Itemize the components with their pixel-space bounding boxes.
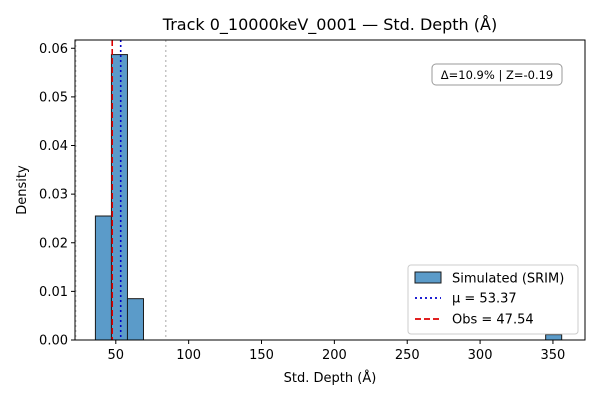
x-axis-label: Std. Depth (Å) [284,370,377,386]
plot-frame [74,39,586,341]
y-tick-label-5: 0.05 [39,90,68,105]
legend: Simulated (SRIM) μ = 53.37 Obs = 47.54 [407,264,579,335]
y-tick-label-3: 0.03 [39,188,68,203]
legend-swatch-simulated [414,271,442,284]
plot-area: 50 100 150 200 250 300 350 0.00 0.01 0.02 0.03 0.04… [39,39,586,363]
x-tick-label-6: 350 [541,348,566,363]
y-tick-label-0: 0.00 [39,334,68,349]
legend-label-mean: μ = 53.37 [452,292,517,307]
stats-annotation-box [431,63,563,86]
x-tick-label-5: 300 [468,348,493,363]
legend-box [407,264,579,335]
legend-label-simulated: Simulated (SRIM) [452,272,564,287]
x-tick-label-2: 150 [249,348,274,363]
y-tick-label-1: 0.01 [39,285,68,300]
chart-title: Track 0_10000keV_0001 — Std. Depth (Å) [162,15,497,35]
x-tick-label-0: 50 [108,348,125,363]
x-tick-label-4: 250 [395,348,420,363]
y-tick-label-4: 0.04 [39,139,68,154]
y-axis-label: Density [15,165,30,215]
legend-label-observed: Obs = 47.54 [452,313,534,328]
histogram-bar-2 [126,298,144,341]
y-tick-label-6: 0.06 [39,42,68,57]
histogram-bar-3 [545,334,563,341]
histogram-bar-1 [110,54,128,341]
stats-annotation-text: Δ=10.9% | Z=-0.19 [441,68,554,82]
x-tick-label-1: 100 [176,348,201,363]
y-tick-label-2: 0.02 [39,236,68,251]
stats-annotation: Δ=10.9% | Z=-0.19 [431,63,563,86]
x-tick-label-3: 200 [322,348,347,363]
histogram-bar-0 [94,215,112,341]
